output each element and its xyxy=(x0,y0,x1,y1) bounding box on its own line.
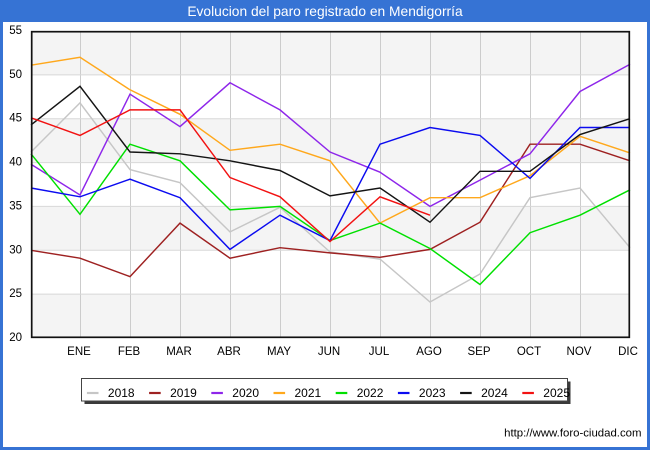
svg-text:JUN: JUN xyxy=(318,346,340,358)
svg-text:DIC: DIC xyxy=(618,346,638,358)
svg-text:2018: 2018 xyxy=(108,386,135,400)
svg-text:40: 40 xyxy=(9,157,22,169)
svg-text:2021: 2021 xyxy=(295,386,322,400)
svg-text:NOV: NOV xyxy=(567,346,592,358)
svg-text:2023: 2023 xyxy=(419,386,446,400)
svg-text:JUL: JUL xyxy=(369,346,390,358)
svg-text:Evolucion del paro registrado: Evolucion del paro registrado en Mendigo… xyxy=(187,4,463,19)
svg-text:ENE: ENE xyxy=(67,346,91,358)
svg-text:http://www.foro-ciudad.com: http://www.foro-ciudad.com xyxy=(504,428,641,440)
svg-text:FEB: FEB xyxy=(118,346,141,358)
svg-text:SEP: SEP xyxy=(467,346,490,358)
svg-text:25: 25 xyxy=(9,288,22,300)
svg-text:2025: 2025 xyxy=(543,386,570,400)
svg-text:55: 55 xyxy=(9,25,22,37)
svg-text:OCT: OCT xyxy=(517,346,541,358)
svg-text:ABR: ABR xyxy=(217,346,241,358)
svg-text:MAR: MAR xyxy=(166,346,192,358)
svg-text:2024: 2024 xyxy=(481,386,508,400)
svg-text:50: 50 xyxy=(9,69,22,81)
svg-text:2020: 2020 xyxy=(232,386,259,400)
svg-text:30: 30 xyxy=(9,244,22,256)
svg-text:20: 20 xyxy=(9,332,22,344)
svg-text:2019: 2019 xyxy=(170,386,197,400)
svg-text:45: 45 xyxy=(9,113,22,125)
svg-text:2022: 2022 xyxy=(357,386,384,400)
svg-text:MAY: MAY xyxy=(267,346,291,358)
svg-text:35: 35 xyxy=(9,200,22,212)
svg-text:AGO: AGO xyxy=(416,346,442,358)
